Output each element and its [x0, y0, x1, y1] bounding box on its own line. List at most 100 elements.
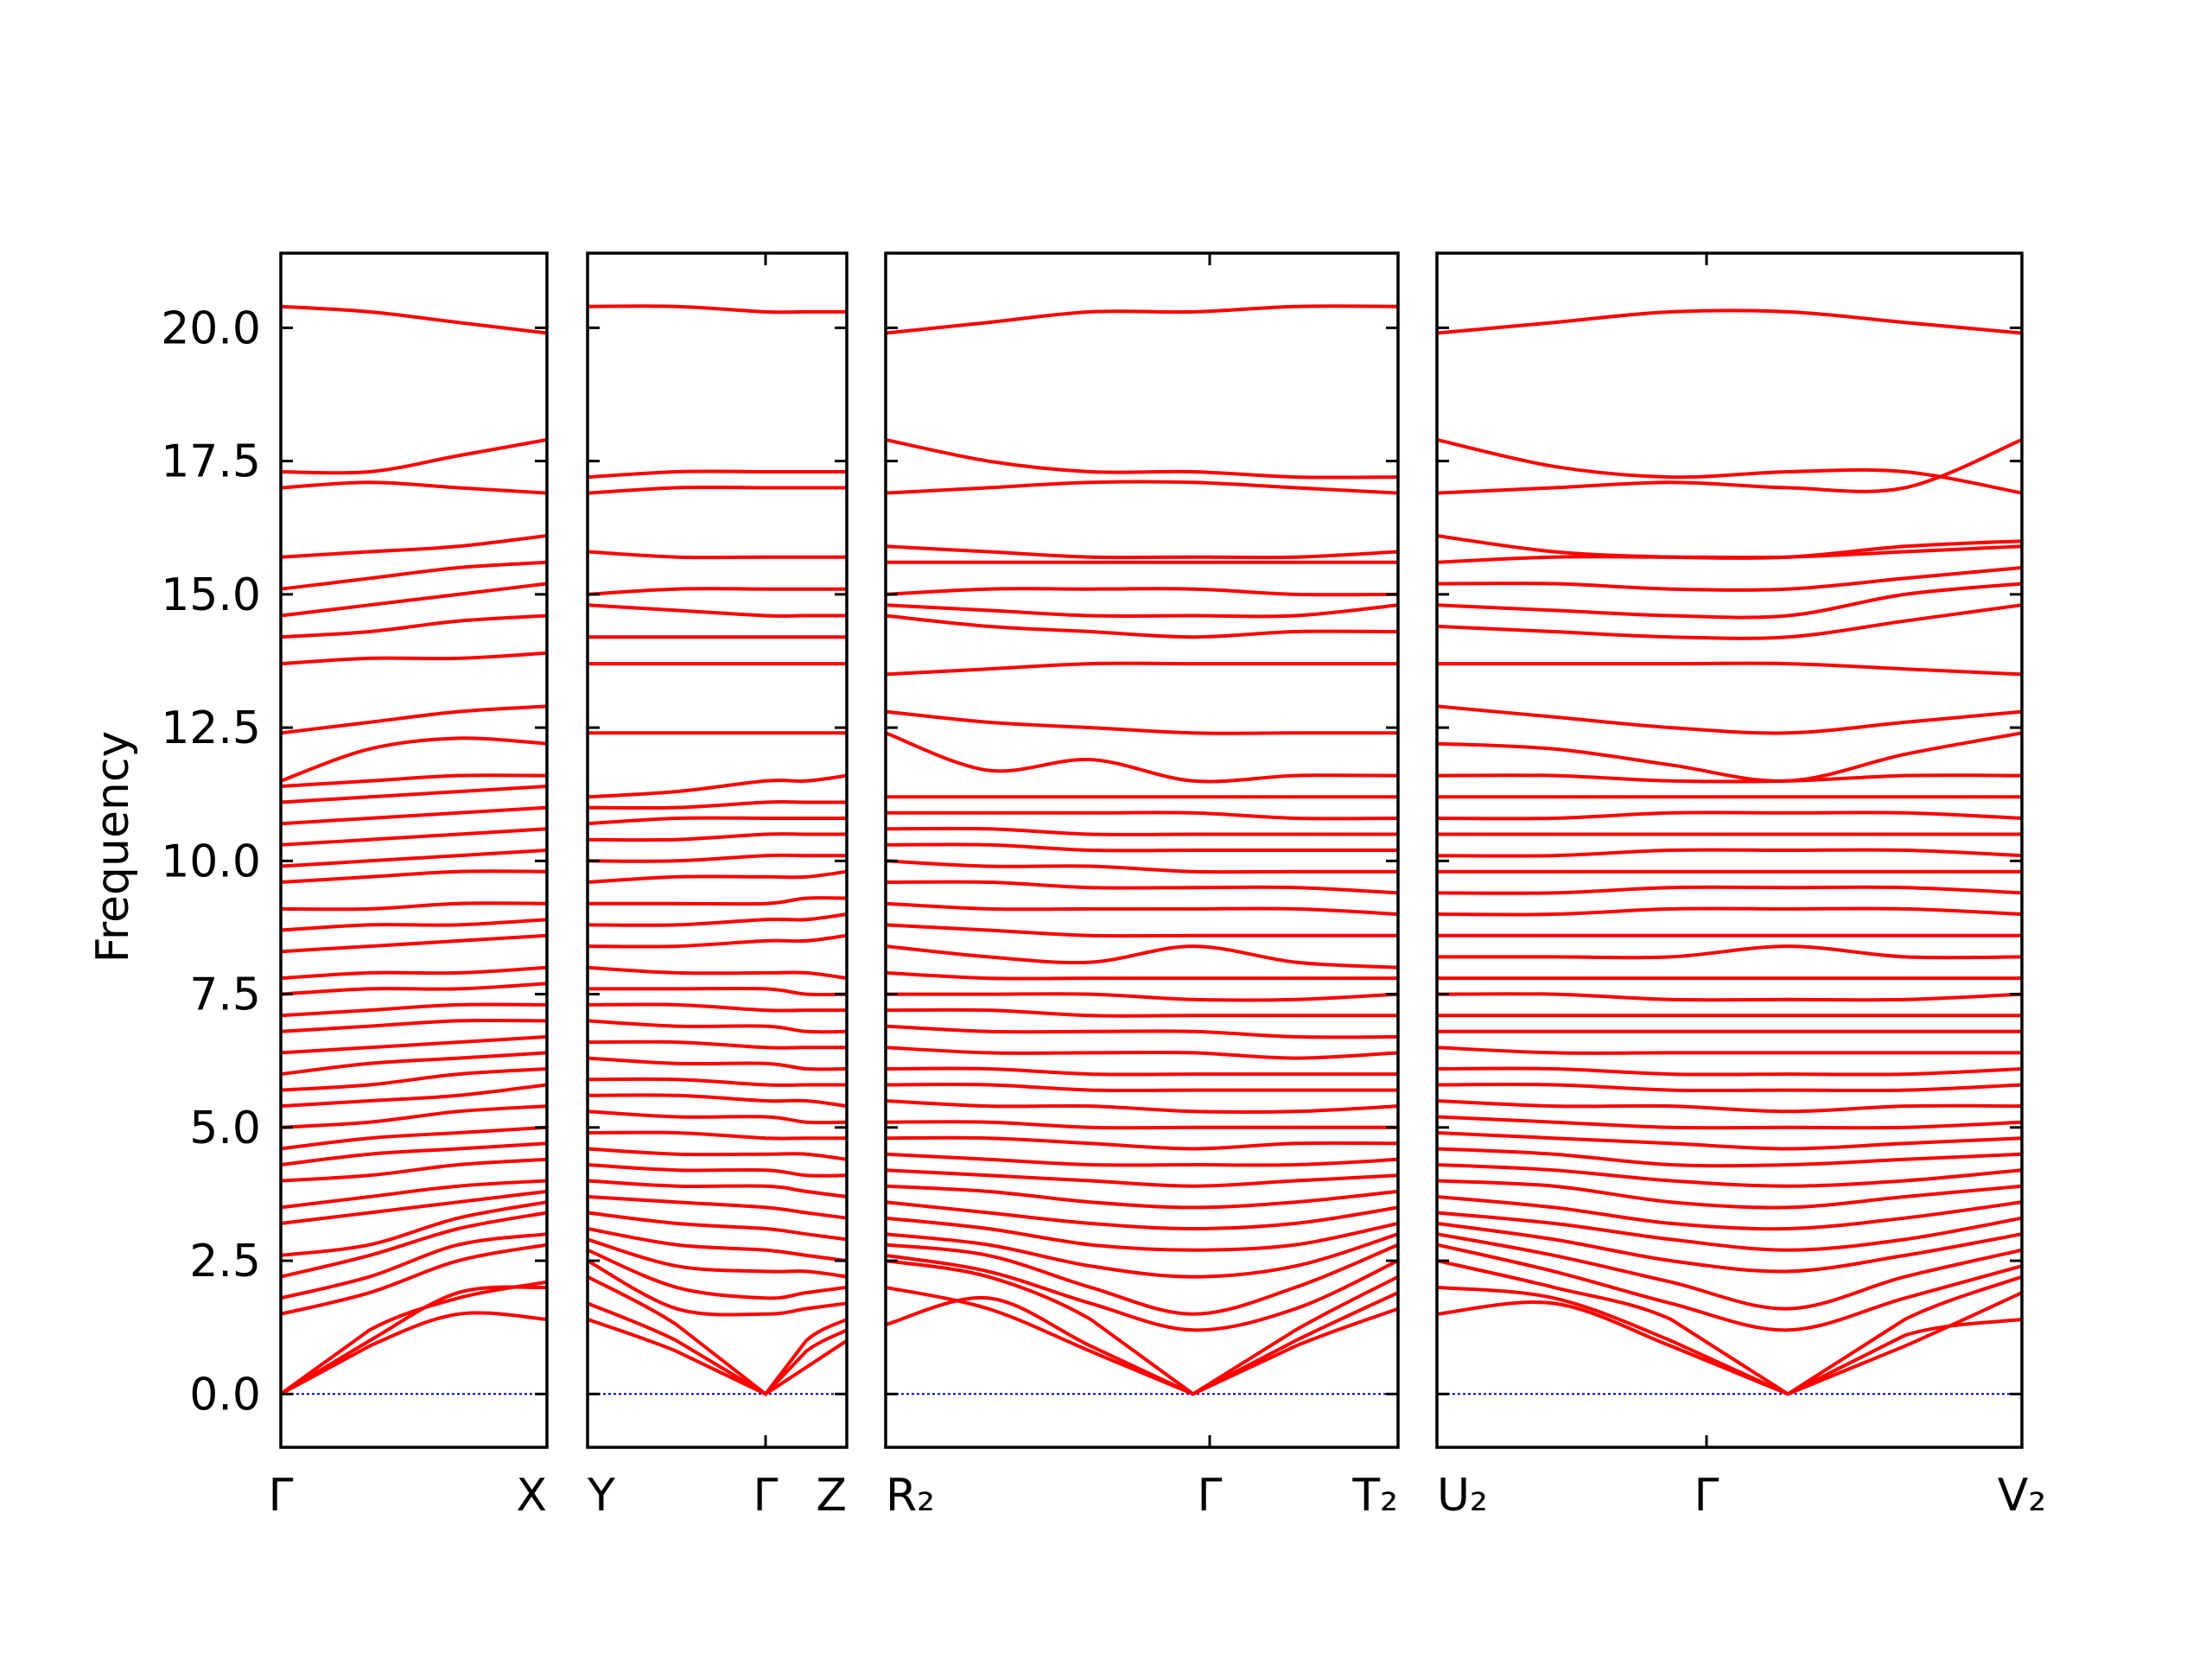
x-tick-label: U₂: [1437, 1470, 1488, 1522]
band-line: [1436, 1115, 2023, 1130]
y-tick-label: 0.0: [189, 1369, 261, 1421]
band-line: [280, 1243, 548, 1316]
band-line: [885, 304, 1399, 335]
band-line: [280, 651, 548, 666]
band-line: [1436, 885, 2023, 895]
band-line: [1437, 944, 2023, 960]
band-line: [1436, 704, 2023, 735]
band-line: [1436, 1066, 2023, 1077]
band-line: [1436, 1131, 2023, 1151]
band-line: [1436, 1163, 2023, 1188]
band-line: [1436, 906, 2023, 917]
band-line: [885, 1168, 1399, 1188]
band-line: [587, 1274, 848, 1397]
band-line: [587, 853, 847, 863]
band-line: [280, 1018, 548, 1033]
band-line: [1436, 1285, 2023, 1396]
band-line: [885, 661, 1398, 677]
band-line: [280, 1051, 548, 1077]
panels: Γ X Y Γ Z R₂ Γ T₂ U₂ Γ V₂0.02.55.07.510.012.515.01…: [161, 251, 2046, 1522]
band-line: [885, 901, 1399, 916]
band-line: [885, 1259, 1399, 1396]
x-tick-label: Y: [587, 1470, 615, 1522]
band-line: [885, 842, 1398, 853]
band-line: [280, 1125, 548, 1151]
band-line: [587, 933, 848, 949]
band-line: [280, 805, 548, 826]
band-line: [280, 1211, 548, 1279]
band-line: [280, 480, 548, 495]
band-line: [885, 1216, 1399, 1252]
band-line: [280, 304, 548, 335]
band-line: [587, 1109, 848, 1125]
band-line: [587, 1147, 848, 1161]
band-line: [885, 1232, 1399, 1279]
band-line: [280, 1002, 548, 1018]
band-line: [1436, 1259, 2023, 1396]
band-line: [280, 849, 548, 868]
band-line: [1436, 1243, 2023, 1332]
band-line: [587, 1130, 847, 1141]
x-tick-label: Γ: [1694, 1470, 1719, 1522]
band-line: [885, 1243, 1399, 1316]
band-line: [280, 1034, 548, 1055]
x-tick-label: Γ: [1198, 1470, 1223, 1522]
band-line: [587, 1237, 848, 1279]
band-line: [1436, 848, 2023, 858]
band-line: [587, 1248, 848, 1300]
band-line: [587, 1056, 848, 1071]
band-line: [1436, 810, 2023, 821]
band-line: [885, 944, 1399, 969]
band-line: [885, 480, 1399, 495]
band-line: [280, 1067, 548, 1092]
band-line: [885, 1291, 1399, 1396]
band-line: [587, 603, 847, 618]
band-line: [885, 731, 1399, 784]
band-line: [885, 544, 1399, 560]
band-line: [1436, 773, 2023, 784]
band-line: [1437, 661, 2023, 677]
x-tick-label: V₂: [1998, 1470, 2046, 1522]
band-line: [280, 1104, 548, 1129]
band-line: [280, 965, 548, 981]
band-line: [885, 859, 1398, 874]
band-line: [1436, 582, 2023, 620]
band-line: [1436, 1083, 2023, 1093]
band-line: [587, 587, 847, 596]
band-line: [587, 965, 848, 981]
band-line: [1436, 1221, 2023, 1274]
band-line: [280, 437, 548, 475]
y-tick-label: 15.0: [161, 569, 261, 621]
band-line: [1436, 992, 2023, 1002]
band-line: [588, 986, 848, 997]
band-line: [1436, 1046, 2022, 1055]
band-line: [587, 1227, 848, 1263]
band-line: [885, 970, 1398, 981]
band-line: [279, 1280, 548, 1395]
band-line: [885, 603, 1399, 619]
band-line: [1436, 1232, 2023, 1311]
band-line: [886, 992, 1399, 1002]
band-line: [587, 800, 847, 810]
band-line: [280, 869, 548, 884]
band-line: [587, 832, 847, 842]
band-line: [280, 1311, 548, 1396]
band-line: [886, 810, 1399, 821]
band-line: [280, 773, 548, 788]
band-line: [279, 1285, 548, 1396]
band-line: [587, 912, 848, 927]
panel-frame: [586, 251, 849, 1449]
band-line: [1436, 1211, 2023, 1252]
y-tick-label: 17.5: [161, 436, 261, 488]
band-line: [885, 709, 1398, 735]
band-line: [885, 1099, 1399, 1115]
band-line: [280, 1141, 548, 1166]
band-line: [1436, 1195, 2023, 1231]
band-line: [1436, 438, 2023, 495]
band-line: [587, 1211, 848, 1242]
band-line: [885, 923, 1398, 938]
band-line: [885, 1007, 1398, 1018]
band-line: [587, 486, 847, 495]
band-line: [885, 437, 1399, 480]
